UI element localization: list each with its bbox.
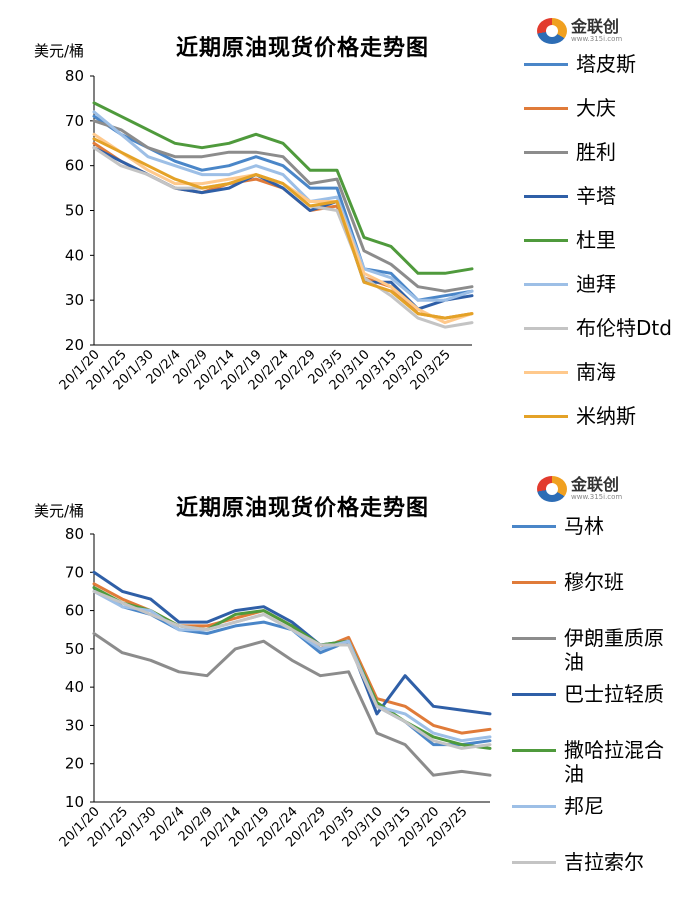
series-line-8: [92, 137, 474, 320]
legend-item: 塔皮斯: [524, 52, 684, 76]
brand-logo-url: www.315i.com: [571, 35, 623, 43]
legend-label: 南海: [576, 360, 616, 384]
series-line-6: [92, 589, 492, 750]
legend-item: 大庆: [524, 96, 684, 120]
legend-swatch: [524, 239, 568, 242]
brand-logo-text: 金联创: [571, 475, 620, 494]
brand-logo: 金联创 www.315i.com: [537, 18, 622, 44]
y-tick-label: 40: [65, 246, 84, 264]
legend-swatch: [512, 581, 556, 584]
legend-label: 布伦特Dtd: [576, 316, 672, 340]
legend-label: 伊朗重质原油: [564, 626, 664, 674]
legend-label: 巴士拉轻质: [564, 682, 664, 706]
y-tick-label: 70: [65, 563, 84, 581]
legend-item: 辛塔: [524, 184, 684, 208]
legend-item: 南海: [524, 360, 684, 384]
legend-item: 巴士拉轻质: [512, 682, 674, 706]
legend-item: 邦尼: [512, 794, 674, 818]
legend-label: 迪拜: [576, 272, 616, 296]
brand-logo-text: 金联创: [571, 17, 620, 36]
series-line-2: [92, 119, 474, 293]
y-tick-label: 10: [65, 793, 84, 811]
brand-logo: 金联创 www.315i.com: [537, 476, 622, 502]
y-axis-unit: 美元/桶: [34, 42, 85, 60]
legend-label: 杜里: [576, 228, 616, 252]
series-line-1: [92, 141, 474, 320]
legend-swatch: [512, 693, 556, 696]
legend-swatch: [524, 283, 568, 286]
legend-item: 马林: [512, 514, 674, 538]
series-line-4: [92, 101, 474, 275]
y-tick-label: 50: [65, 202, 84, 220]
legend-label: 塔皮斯: [576, 52, 636, 76]
chart-panel-top: 美元/桶 近期原油现货价格走势图 金联创 www.315i.com 20 30 40…: [0, 0, 684, 450]
series-line-1: [92, 582, 492, 735]
chart-title: 近期原油现货价格走势图: [176, 496, 430, 521]
legend-swatch: [524, 195, 568, 198]
legend-item: 杜里: [524, 228, 684, 252]
y-tick-label: 60: [65, 157, 84, 175]
chart-title: 近期原油现货价格走势图: [176, 36, 430, 61]
y-tick-label: 70: [65, 112, 84, 130]
legend-label: 辛塔: [576, 184, 616, 208]
line-chart-top: 2030405060708020/1/2020/1/2520/1/3020/2/…: [57, 67, 474, 393]
y-tick-label: 20: [65, 336, 84, 354]
brand-logo-icon: [537, 18, 567, 44]
legend-label: 穆尔班: [564, 570, 624, 594]
legend-item: 米纳斯: [524, 404, 684, 428]
legend-label: 撒哈拉混合油: [564, 738, 664, 786]
y-tick-label: 80: [65, 67, 84, 85]
brand-logo-icon: [537, 476, 567, 502]
y-tick-label: 40: [65, 678, 84, 696]
legend-item: 穆尔班: [512, 570, 674, 594]
y-tick-label: 30: [65, 291, 84, 309]
y-tick-label: 20: [65, 755, 84, 773]
series-line-3: [92, 570, 492, 716]
y-tick-label: 50: [65, 640, 84, 658]
series-line-7: [92, 132, 474, 325]
legend-swatch: [524, 415, 568, 418]
legend-item: 撒哈拉混合油: [512, 738, 674, 786]
legend-swatch: [512, 749, 556, 752]
legend-swatch: [524, 63, 568, 66]
legend-swatch: [512, 525, 556, 528]
series-line-5: [92, 110, 474, 302]
legend-item: 吉拉索尔: [512, 850, 674, 874]
y-tick-label: 60: [65, 602, 84, 620]
legend-swatch: [524, 371, 568, 374]
legend-swatch: [512, 805, 556, 808]
y-tick-label: 30: [65, 716, 84, 734]
legend-swatch: [524, 151, 568, 154]
legend-label: 米纳斯: [576, 404, 636, 428]
legend-swatch: [512, 637, 556, 640]
legend-item: 胜利: [524, 140, 684, 164]
y-axis-unit: 美元/桶: [34, 502, 85, 520]
legend-label: 马林: [564, 514, 604, 538]
legend-swatch: [524, 107, 568, 110]
legend-item: 布伦特Dtd: [524, 316, 684, 340]
legend-swatch: [524, 327, 568, 330]
series-line-5: [92, 589, 492, 743]
legend-label: 邦尼: [564, 794, 604, 818]
legend-item: 伊朗重质原油: [512, 626, 674, 674]
brand-logo-url: www.315i.com: [571, 493, 623, 501]
legend-item: 迪拜: [524, 272, 684, 296]
y-tick-label: 80: [65, 525, 84, 543]
chart-panel-bottom: 美元/桶 近期原油现货价格走势图 金联创 www.315i.com 10 20 30…: [0, 450, 684, 914]
legend-label: 胜利: [576, 140, 616, 164]
legend-label: 大庆: [576, 96, 616, 120]
series-line-2: [92, 632, 492, 777]
legend-label: 吉拉索尔: [564, 850, 644, 874]
legend-swatch: [512, 861, 556, 864]
line-chart-bottom: 102030405060708020/1/2020/1/2520/1/3020/…: [57, 525, 492, 850]
